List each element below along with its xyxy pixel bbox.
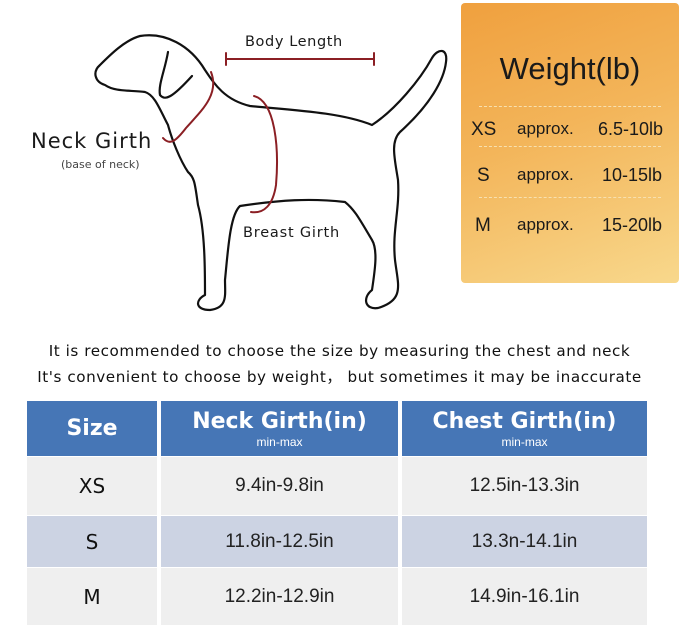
table-row-xs-neck: 9.4in-9.8in xyxy=(161,457,398,515)
divider xyxy=(479,106,661,107)
weight-size: XS xyxy=(471,119,497,140)
chest-cell: 12.5in-13.3in xyxy=(469,475,580,496)
table-row-xs-chest: 12.5in-13.3in xyxy=(402,457,647,515)
table-row-m-chest: 14.9in-16.1in xyxy=(402,568,647,625)
weight-range: 10-15lb xyxy=(602,165,663,185)
weight-size: S xyxy=(477,165,490,186)
weight-note: It's convenient to choose by weight， but… xyxy=(37,368,642,386)
header-title: Size xyxy=(66,416,118,441)
table-row-s-neck: 11.8in-12.5in xyxy=(161,516,398,567)
header-sub: min-max xyxy=(256,434,303,449)
dog-outline xyxy=(94,34,448,312)
table-row-m-neck: 12.2in-12.9in xyxy=(161,568,398,625)
dog-ear xyxy=(158,50,194,99)
header-chest-girth: Chest Girth(in) min-max xyxy=(402,401,647,456)
table-row-xs-size: XS xyxy=(27,457,157,515)
header-size: Size xyxy=(27,401,157,456)
neck-girth-line xyxy=(162,71,215,143)
body-length-label: Body Length xyxy=(245,34,343,50)
weight-row-s: S approx. 10-15lb xyxy=(461,165,679,205)
breast-girth-line xyxy=(250,95,278,214)
header-title: Chest Girth(in) xyxy=(432,408,617,434)
table-row-m-size: M xyxy=(27,568,157,625)
weight-size: M xyxy=(475,215,491,236)
weight-panel: Weight(lb) XS approx. 6.5-10lb S approx.… xyxy=(461,3,679,283)
neck-girth-label: Neck Girth xyxy=(31,129,153,153)
divider xyxy=(479,197,661,198)
size-cell: M xyxy=(83,584,101,609)
weight-approx: approx. xyxy=(517,165,574,184)
weight-row-xs: XS approx. 6.5-10lb xyxy=(461,119,679,159)
weight-title: Weight(lb) xyxy=(499,51,641,86)
neck-cell: 12.2in-12.9in xyxy=(224,585,335,607)
weight-range: 6.5-10lb xyxy=(598,119,664,139)
chest-cell: 14.9in-16.1in xyxy=(469,585,580,607)
table-row-s-size: S xyxy=(27,516,157,567)
recommendation-note: It is recommended to choose the size by … xyxy=(48,342,631,360)
breast-girth-label: Breast Girth xyxy=(243,225,340,241)
table-row-s-chest: 13.3n-14.1in xyxy=(402,516,647,567)
neck-cell: 11.8in-12.5in xyxy=(225,530,334,552)
header-title: Neck Girth(in) xyxy=(192,408,367,434)
header-neck-girth: Neck Girth(in) min-max xyxy=(161,401,398,456)
body-length-line xyxy=(225,52,375,66)
neck-girth-sublabel: (base of neck) xyxy=(61,158,140,171)
divider xyxy=(479,146,661,147)
chest-cell: 13.3n-14.1in xyxy=(471,530,578,552)
weight-approx: approx. xyxy=(517,215,574,234)
size-cell: S xyxy=(85,529,99,554)
neck-cell: 9.4in-9.8in xyxy=(235,475,324,496)
header-sub: min-max xyxy=(501,434,548,449)
size-cell: XS xyxy=(78,474,106,498)
weight-range: 15-20lb xyxy=(602,215,663,235)
weight-approx: approx. xyxy=(517,119,574,138)
dog-measurement-diagram xyxy=(94,34,448,312)
weight-row-m: M approx. 15-20lb xyxy=(461,215,679,255)
